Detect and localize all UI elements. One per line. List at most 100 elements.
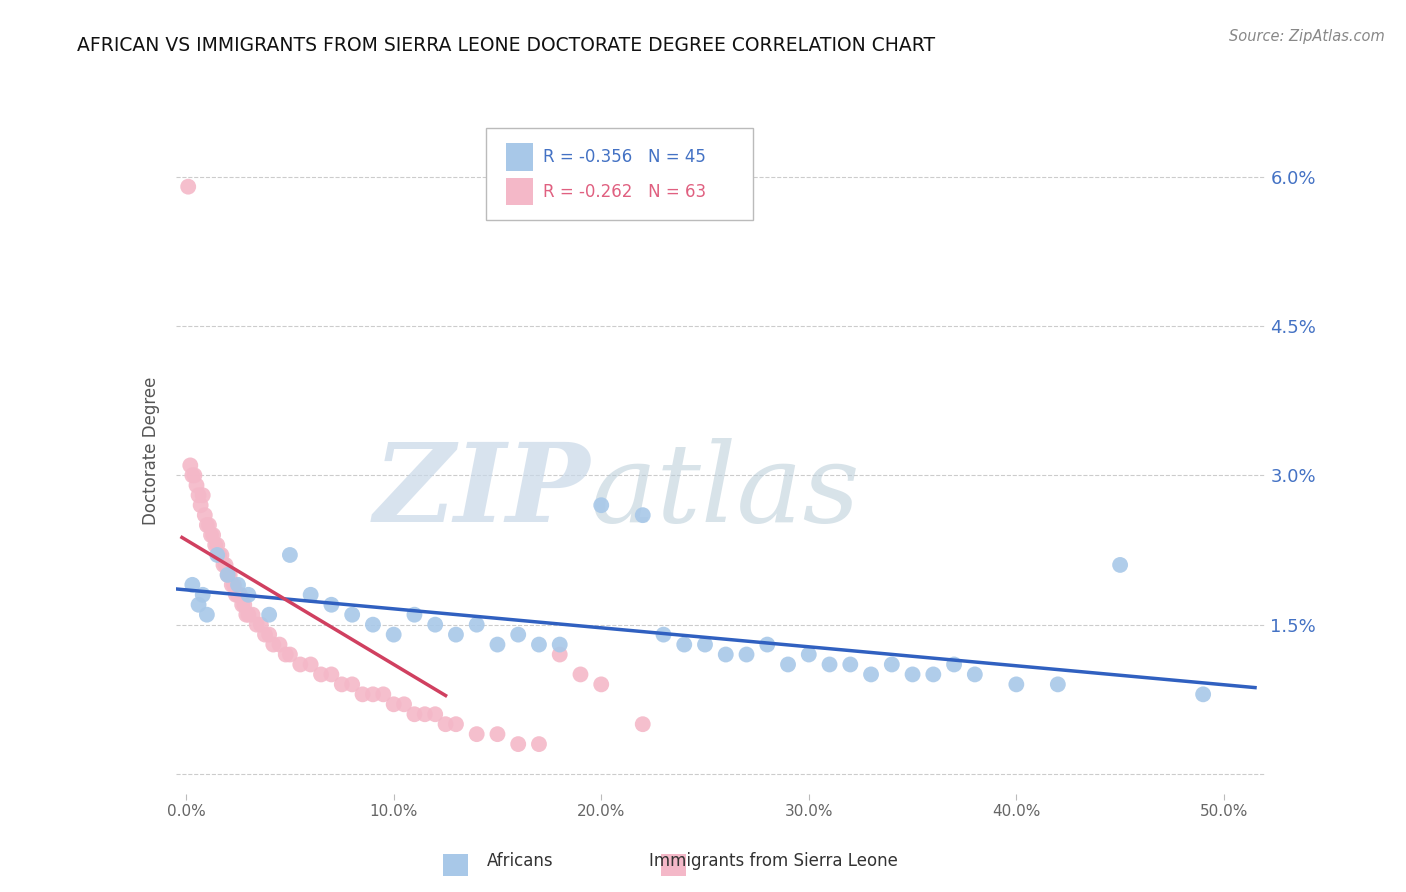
Point bbox=[631, 508, 654, 523]
Point bbox=[207, 548, 229, 562]
Point bbox=[187, 598, 209, 612]
Point bbox=[262, 638, 284, 652]
Point bbox=[274, 648, 297, 662]
Point bbox=[191, 488, 214, 502]
Text: Source: ZipAtlas.com: Source: ZipAtlas.com bbox=[1229, 29, 1385, 44]
Point bbox=[352, 687, 374, 701]
Point bbox=[290, 657, 312, 672]
Point bbox=[382, 627, 405, 641]
Point bbox=[361, 687, 384, 701]
Point bbox=[214, 558, 236, 572]
Point bbox=[212, 558, 235, 572]
Point bbox=[631, 717, 654, 731]
Point bbox=[299, 657, 322, 672]
Point bbox=[569, 667, 592, 681]
Point bbox=[373, 687, 395, 701]
Point bbox=[207, 538, 229, 552]
Text: atlas: atlas bbox=[591, 438, 859, 545]
Point bbox=[217, 567, 239, 582]
Point bbox=[591, 498, 613, 512]
Point bbox=[548, 638, 571, 652]
Text: R = -0.356   N = 45: R = -0.356 N = 45 bbox=[543, 148, 706, 166]
Point bbox=[404, 707, 426, 722]
Point bbox=[963, 667, 986, 681]
Point bbox=[225, 588, 247, 602]
Point bbox=[652, 627, 675, 641]
Text: R = -0.262   N = 63: R = -0.262 N = 63 bbox=[543, 183, 706, 201]
Point bbox=[330, 677, 353, 691]
Point bbox=[222, 578, 245, 592]
Point bbox=[238, 607, 260, 622]
Point bbox=[218, 567, 240, 582]
Point bbox=[202, 528, 225, 542]
Point bbox=[229, 588, 252, 602]
Point bbox=[880, 657, 903, 672]
Point bbox=[1109, 558, 1132, 572]
Point bbox=[179, 458, 201, 473]
Point bbox=[195, 607, 218, 622]
Point bbox=[309, 667, 332, 681]
Text: Africans: Africans bbox=[486, 852, 554, 870]
Point bbox=[191, 588, 214, 602]
Point bbox=[860, 667, 883, 681]
Point bbox=[278, 648, 301, 662]
Point bbox=[413, 707, 436, 722]
Point bbox=[204, 538, 226, 552]
Point bbox=[233, 598, 256, 612]
Point bbox=[943, 657, 966, 672]
FancyBboxPatch shape bbox=[506, 178, 533, 205]
Point bbox=[321, 667, 343, 681]
Point bbox=[434, 717, 457, 731]
Point bbox=[693, 638, 716, 652]
Point bbox=[187, 488, 209, 502]
Point bbox=[321, 598, 343, 612]
Point bbox=[177, 179, 200, 194]
Point bbox=[257, 627, 280, 641]
Point bbox=[1005, 677, 1028, 691]
Point bbox=[465, 727, 488, 741]
Point bbox=[200, 528, 222, 542]
Point bbox=[278, 548, 301, 562]
Point bbox=[340, 677, 363, 691]
Point bbox=[198, 518, 221, 533]
Point bbox=[1046, 677, 1069, 691]
Y-axis label: Doctorate Degree: Doctorate Degree bbox=[142, 376, 160, 524]
Point bbox=[186, 478, 208, 492]
Point bbox=[299, 588, 322, 602]
Point bbox=[486, 727, 509, 741]
Point bbox=[208, 548, 231, 562]
Point bbox=[527, 638, 550, 652]
Point bbox=[246, 617, 269, 632]
Point bbox=[527, 737, 550, 751]
Point bbox=[735, 648, 758, 662]
Text: Immigrants from Sierra Leone: Immigrants from Sierra Leone bbox=[648, 852, 898, 870]
Point bbox=[181, 468, 204, 483]
Point bbox=[209, 548, 232, 562]
FancyBboxPatch shape bbox=[486, 128, 754, 220]
Point bbox=[183, 468, 205, 483]
Point bbox=[901, 667, 924, 681]
Point bbox=[194, 508, 217, 523]
Point bbox=[195, 518, 218, 533]
Point bbox=[486, 638, 509, 652]
Point bbox=[1192, 687, 1215, 701]
Point bbox=[257, 607, 280, 622]
Point bbox=[340, 607, 363, 622]
FancyBboxPatch shape bbox=[506, 144, 533, 171]
Point bbox=[444, 627, 467, 641]
Point bbox=[392, 698, 415, 712]
Point bbox=[591, 677, 613, 691]
Point bbox=[818, 657, 841, 672]
Point bbox=[508, 737, 530, 751]
Point bbox=[797, 648, 820, 662]
Point bbox=[776, 657, 799, 672]
Point bbox=[217, 567, 239, 582]
Point bbox=[250, 617, 273, 632]
Point bbox=[238, 588, 260, 602]
Point bbox=[361, 617, 384, 632]
Point bbox=[922, 667, 945, 681]
Point bbox=[382, 698, 405, 712]
Point bbox=[444, 717, 467, 731]
Point bbox=[221, 578, 243, 592]
Text: AFRICAN VS IMMIGRANTS FROM SIERRA LEONE DOCTORATE DEGREE CORRELATION CHART: AFRICAN VS IMMIGRANTS FROM SIERRA LEONE … bbox=[77, 36, 935, 54]
